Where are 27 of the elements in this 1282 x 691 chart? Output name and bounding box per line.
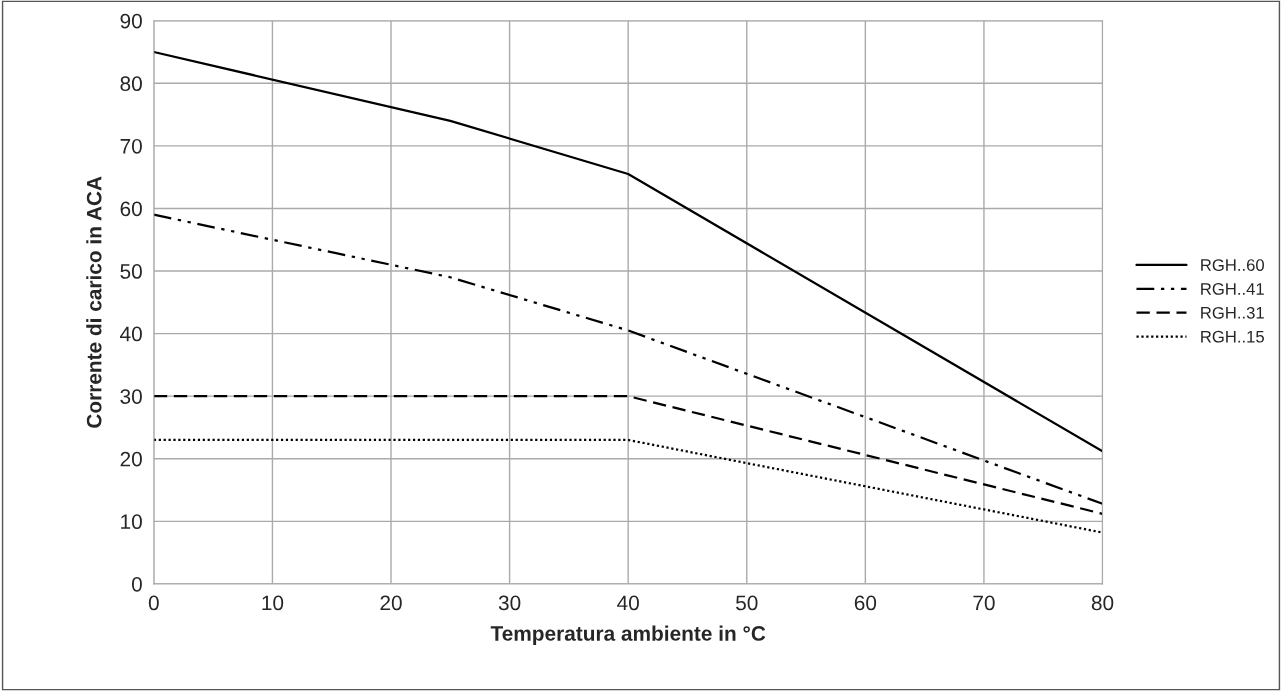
y-tick-label: 20 (120, 451, 142, 467)
x-tick-label: 60 (854, 595, 877, 611)
y-tick-label: 30 (120, 389, 142, 404)
x-tick-label: 40 (617, 595, 639, 611)
x-tick-label: 20 (380, 595, 402, 611)
y-tick-label: 60 (120, 201, 142, 217)
line-series (153, 50, 1103, 453)
x-tick-label: 50 (736, 595, 758, 611)
x-tick-label: 70 (973, 595, 995, 611)
x-tick-label: 0 (148, 595, 159, 611)
legend-label: RGH..15 (1201, 330, 1264, 343)
x-tick-label: 30 (498, 595, 521, 611)
y-tick-label: 80 (120, 76, 142, 92)
y-tick-label: 40 (120, 326, 142, 342)
legend-label: RGH..31 (1201, 306, 1264, 319)
x-tick-label: 80 (1091, 595, 1114, 611)
y-tick-label: 0 (131, 576, 142, 592)
legend-label: RGH..60 (1201, 259, 1265, 271)
y-tick-label: 50 (120, 264, 142, 279)
y-tick-label: 90 (120, 13, 142, 29)
y-tick-label: 70 (120, 138, 142, 154)
y-axis-title: Corrente di carico in ACA (86, 176, 102, 428)
y-tick-label: 10 (121, 514, 142, 530)
x-tick-label: 10 (262, 595, 284, 611)
legend-label: RGH..41 (1201, 283, 1264, 295)
line-series (153, 213, 1103, 505)
x-axis-title: Temperatura ambiente in °C (490, 625, 766, 645)
